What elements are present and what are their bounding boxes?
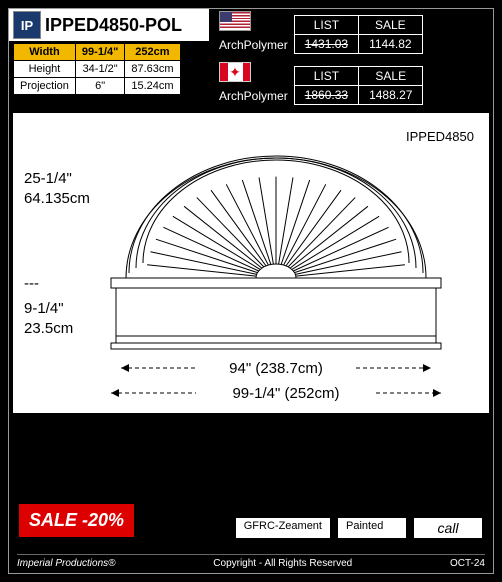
product-diagram: IPPED4850 — [13, 113, 489, 413]
list-price: 1431.03 — [294, 35, 358, 54]
sale-header: SALE — [359, 67, 423, 86]
sale-price: 1488.27 — [359, 86, 423, 105]
material-label: ArchPolymer — [219, 38, 288, 52]
svg-text:23.5cm: 23.5cm — [24, 320, 73, 337]
dim-label: Height — [14, 61, 76, 78]
dim-value-in: 6" — [75, 78, 124, 95]
svg-text:---: --- — [24, 275, 39, 292]
part-label: IPPED4850 — [406, 129, 474, 144]
product-code: IPPED4850-POL — [45, 15, 182, 36]
dim-value-in: 99-1/4" — [75, 44, 124, 61]
dim-label: Width — [14, 44, 76, 61]
svg-text:64.135cm: 64.135cm — [24, 190, 90, 207]
footer-brand: Imperial Productions® — [17, 558, 116, 569]
dim-value-cm: 87.63cm — [125, 61, 180, 78]
dimensions-table: Width 99-1/4" 252cm Height 34-1/2" 87.63… — [13, 43, 181, 95]
product-header: IP IPPED4850-POL — [9, 9, 209, 41]
svg-text:9-1/4": 9-1/4" — [24, 300, 64, 317]
dim-value-in: 34-1/2" — [75, 61, 124, 78]
dim-label: Projection — [14, 78, 76, 95]
price-row-ca: ✦ ArchPolymer LIST SALE 1860.33 1488.27 — [219, 62, 489, 105]
sale-header: SALE — [359, 16, 423, 35]
svg-text:99-1/4" (252cm): 99-1/4" (252cm) — [232, 385, 339, 402]
svg-text:94" (238.7cm): 94" (238.7cm) — [229, 360, 323, 377]
dim-value-cm: 252cm — [125, 44, 180, 61]
price-row-us: ArchPolymer LIST SALE 1431.03 1144.82 — [219, 11, 489, 54]
footer-copyright: Copyright - All Rights Reserved — [213, 558, 352, 569]
brand-logo: IP — [13, 11, 41, 39]
flag-us-icon — [219, 11, 251, 31]
list-price: 1860.33 — [294, 86, 358, 105]
sale-badge: SALE -20% — [19, 504, 134, 537]
list-header: LIST — [294, 16, 358, 35]
option-gfrc: GFRC-Zeament — [235, 517, 331, 539]
dim-value-cm: 15.24cm — [125, 78, 180, 95]
sale-price: 1144.82 — [359, 35, 423, 54]
material-label: ArchPolymer — [219, 89, 288, 103]
footer-date: OCT-24 — [450, 558, 485, 569]
svg-text:25-1/4": 25-1/4" — [24, 170, 72, 187]
call-button[interactable]: call — [413, 517, 483, 539]
option-painted: Painted — [337, 517, 407, 539]
list-header: LIST — [294, 67, 358, 86]
flag-ca-icon: ✦ — [219, 62, 251, 82]
